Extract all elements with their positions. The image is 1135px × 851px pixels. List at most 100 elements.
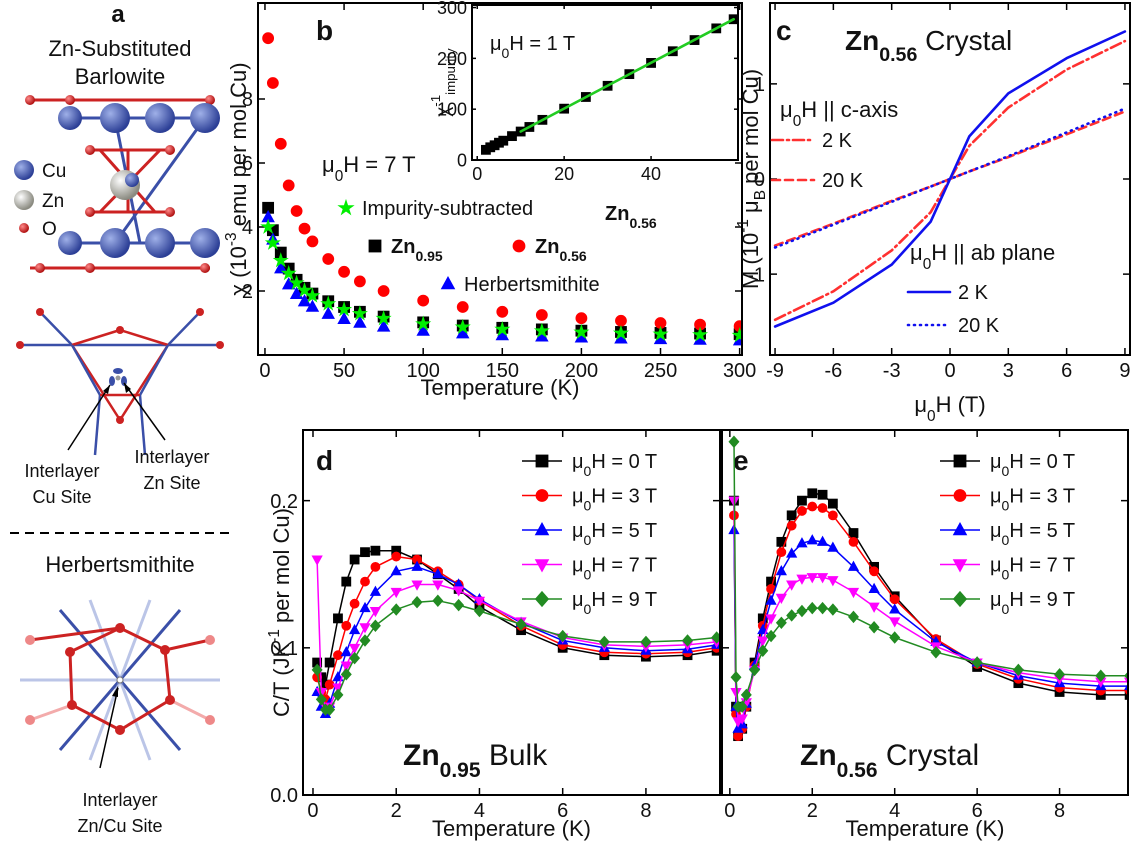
legend-label: Cu (42, 161, 66, 182)
marker (652, 325, 669, 342)
marker (297, 294, 312, 307)
x-tick-label: -9 (766, 360, 784, 382)
marker (454, 318, 471, 334)
y-tick-label: 0.0 (270, 785, 298, 807)
marker (736, 700, 748, 713)
marker (260, 218, 277, 234)
marker (370, 561, 381, 572)
x-axis-label: Temperature (K) (432, 816, 591, 841)
marker (971, 656, 983, 669)
marker (816, 573, 829, 584)
marker (765, 614, 777, 625)
x-tick-label: -3 (883, 360, 901, 382)
marker (359, 601, 371, 613)
marker (360, 576, 370, 587)
legend-marker (337, 198, 355, 216)
y-axis-label: χ (10-3 emu per mol Cu) (223, 62, 251, 295)
x-axis-label: Temperature (K) (846, 816, 1005, 841)
series-line (316, 599, 718, 711)
marker (353, 315, 367, 328)
x-tick-label: 8 (1054, 800, 1065, 822)
marker (765, 594, 777, 605)
legend-marker (953, 454, 967, 468)
y-axis-label: χ-1impurity (428, 48, 458, 117)
x-tick-label: 0 (472, 164, 482, 184)
marker (391, 551, 402, 562)
x-tick-label: 250 (644, 360, 677, 382)
marker (375, 310, 392, 326)
annotation: Zn0.56 Crystal (800, 739, 979, 782)
site-label: Zn/Cu Site (77, 816, 162, 836)
x-tick-label: 20 (554, 164, 574, 184)
marker (349, 554, 360, 565)
marker (288, 274, 305, 290)
marker (321, 306, 335, 319)
series-line (316, 555, 718, 701)
legend-label: μ0H = 0 T (572, 451, 657, 479)
marker (338, 265, 350, 278)
marker (340, 661, 352, 672)
marker (765, 629, 777, 643)
marker (333, 613, 343, 624)
legend-marker (952, 590, 968, 608)
x-tick-label: 6 (557, 800, 568, 822)
marker (730, 671, 742, 684)
legend-marker (952, 559, 968, 573)
legend-label: μ0H = 5 T (990, 520, 1075, 548)
marker (432, 580, 444, 591)
site-label: Interlayer (134, 447, 209, 467)
x-tick-label: 300 (723, 360, 756, 382)
marker (359, 623, 371, 634)
x-tick-label: 150 (486, 360, 519, 382)
legend-marker (512, 239, 526, 253)
marker (786, 520, 797, 531)
marker (376, 319, 391, 332)
x-tick-label: 0 (259, 360, 270, 382)
marker (682, 634, 694, 647)
marker (274, 137, 287, 150)
marker (827, 498, 838, 509)
marker (612, 324, 629, 341)
marker (515, 618, 527, 631)
marker (348, 623, 361, 635)
marker (827, 576, 839, 587)
marker (806, 601, 818, 615)
marker (848, 536, 859, 547)
marker (573, 323, 590, 340)
marker (827, 603, 839, 616)
marker (290, 205, 303, 217)
marker (324, 657, 335, 668)
panel-label: d (316, 445, 333, 476)
x-tick-label: 6 (972, 800, 983, 822)
marker (749, 663, 761, 677)
x-tick-label: 4 (889, 800, 900, 822)
marker (390, 565, 402, 576)
marker (930, 646, 942, 659)
annotation: μ0H || ab plane (910, 240, 1055, 273)
annotation: Zn0.95 Bulk (403, 739, 548, 782)
y-tick-label: 0.1 (270, 638, 298, 660)
marker (692, 326, 709, 342)
marker (262, 32, 275, 45)
x-tick-label: 8 (640, 800, 651, 822)
marker (282, 179, 295, 192)
x-tick-label: 2 (391, 800, 402, 822)
marker (868, 620, 880, 634)
plot-frame (302, 429, 721, 796)
marker (341, 576, 352, 587)
series-line (316, 566, 718, 715)
marker (796, 604, 808, 618)
legend-marker (440, 275, 456, 290)
marker (889, 617, 901, 628)
marker (797, 506, 807, 516)
y-tick-label: 300 (437, 0, 467, 18)
marker (533, 322, 550, 338)
marker (353, 275, 366, 288)
legend-swatch (19, 223, 29, 233)
marker (786, 547, 798, 558)
marker (847, 587, 860, 599)
marker (322, 253, 335, 265)
annotation: μ0H || c-axis (780, 97, 898, 130)
barlowite-structure (25, 95, 220, 273)
marker (736, 714, 748, 725)
